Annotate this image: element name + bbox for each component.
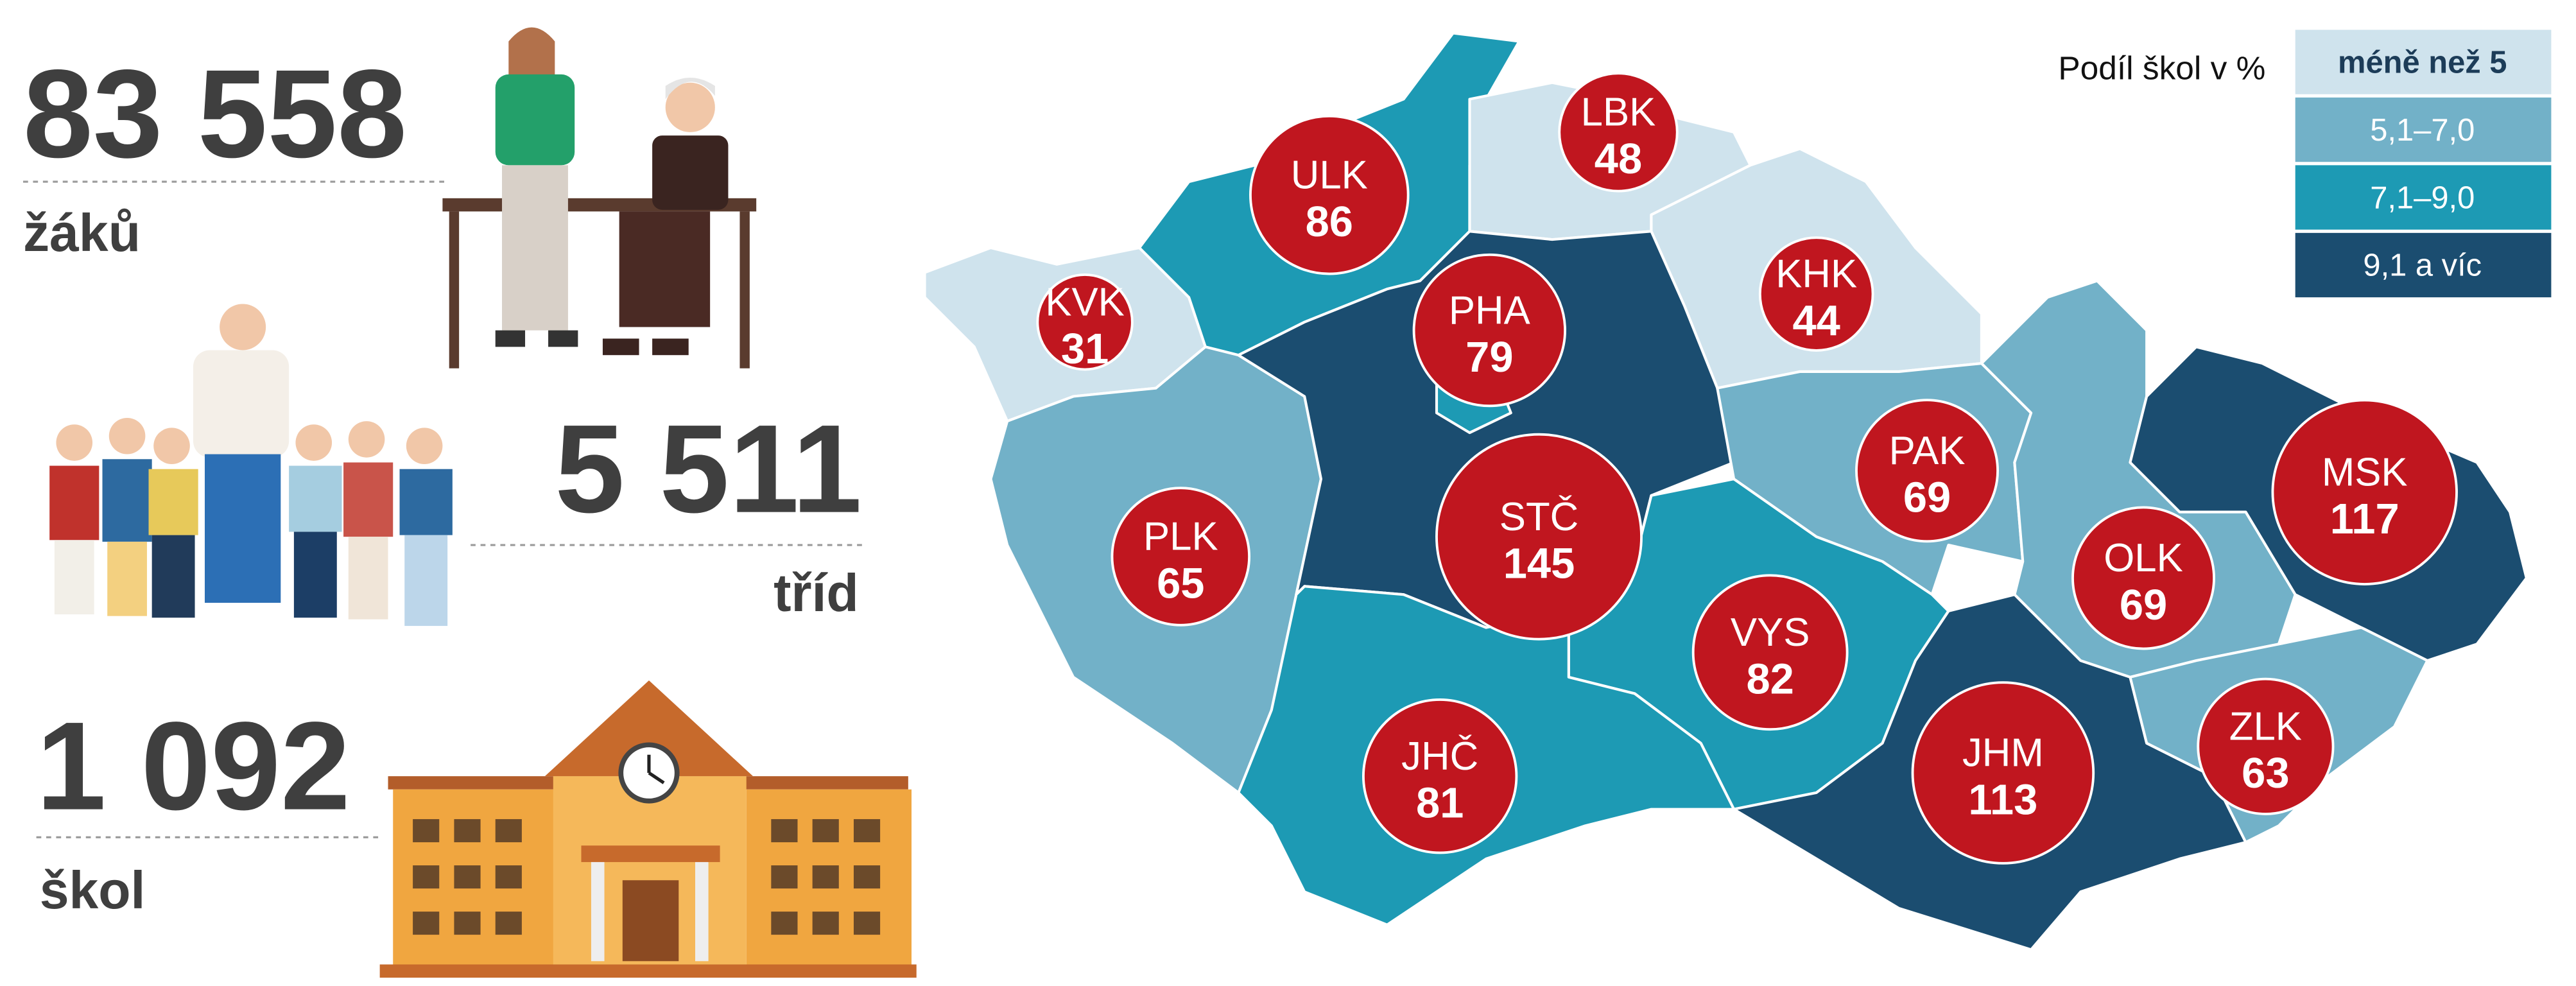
region-bubble xyxy=(2197,677,2335,815)
region-value: 31 xyxy=(1061,325,1109,373)
region-code: OLK xyxy=(2104,536,2183,580)
region-bubble xyxy=(1362,698,1518,854)
legend-label: 5,1–7,0 xyxy=(2370,113,2475,148)
region-bubble xyxy=(1111,487,1251,627)
region-value: 79 xyxy=(1465,333,1513,381)
legend-swatch xyxy=(2295,165,2552,230)
region-value: 48 xyxy=(1595,135,1642,183)
legend-swatch xyxy=(2295,232,2552,298)
region-code: VYS xyxy=(1731,610,1810,655)
legend-title: Podíl škol v % xyxy=(2058,49,2265,87)
stat-number: 5 511 xyxy=(555,399,861,539)
region-value: 63 xyxy=(2242,749,2289,797)
region-bubble xyxy=(2071,506,2215,650)
region-bubble xyxy=(1036,273,1134,371)
region-bubble xyxy=(1249,114,1410,275)
region-code: PLK xyxy=(1143,515,1218,559)
illustration-class xyxy=(49,304,453,627)
region-bubble xyxy=(1412,253,1567,408)
region-value: 69 xyxy=(2120,581,2167,629)
region-value: 81 xyxy=(1416,779,1464,827)
region-bubble xyxy=(1855,399,2000,543)
region-value: 117 xyxy=(2330,495,2399,543)
region-bubble xyxy=(1558,72,1679,193)
region-value: 44 xyxy=(1792,297,1840,345)
stat-number: 1 092 xyxy=(37,696,350,836)
legend-label: 7,1–9,0 xyxy=(2370,180,2475,215)
region-code: ULK xyxy=(1291,153,1368,197)
region-value: 113 xyxy=(1968,775,2037,824)
region-bubble xyxy=(1758,236,1874,352)
bubbles: KVK31ULK86LBK48KHK44PLK65STČ145PHA79PAK6… xyxy=(1036,72,2458,865)
stat-label: tříd xyxy=(774,564,859,623)
region-value: 69 xyxy=(1903,474,1951,522)
region-code: KHK xyxy=(1776,252,1857,297)
region-code: PAK xyxy=(1889,429,1966,473)
region-code: ZLK xyxy=(2229,705,2302,749)
region-code: JHČ xyxy=(1401,734,1478,779)
region-value: 82 xyxy=(1746,655,1794,704)
region-code: PHA xyxy=(1449,288,1531,333)
legend-swatch xyxy=(2295,30,2552,94)
region-code: JHM xyxy=(1962,731,2044,775)
illustration-students-desk xyxy=(442,27,757,368)
region-shape xyxy=(1980,279,2297,679)
region-bubble xyxy=(1911,681,2095,865)
region-bubble xyxy=(1435,433,1643,641)
region-code: KVK xyxy=(1045,280,1125,324)
region-value: 65 xyxy=(1157,559,1204,607)
region-bubble xyxy=(2271,399,2458,585)
region-code: STČ xyxy=(1500,495,1578,539)
legend: Podíl škol v % méně než 5 5,1–7,0 7,1–9,0 9… xyxy=(2058,30,2552,298)
stat-label: škol xyxy=(40,861,146,920)
region-code: LBK xyxy=(1581,91,1656,135)
stat-number: 83 558 xyxy=(23,44,407,184)
region-value: 145 xyxy=(1503,539,1575,587)
region-bubble xyxy=(1691,574,1849,731)
legend-label: 9,1 a víc xyxy=(2363,248,2482,283)
stat-label: žáků xyxy=(23,203,141,263)
illustration-school xyxy=(379,680,917,978)
legend-label: méně než 5 xyxy=(2338,45,2507,80)
region-value: 86 xyxy=(1306,198,1353,246)
legend-swatch xyxy=(2295,97,2552,162)
region-code: MSK xyxy=(2322,450,2408,494)
